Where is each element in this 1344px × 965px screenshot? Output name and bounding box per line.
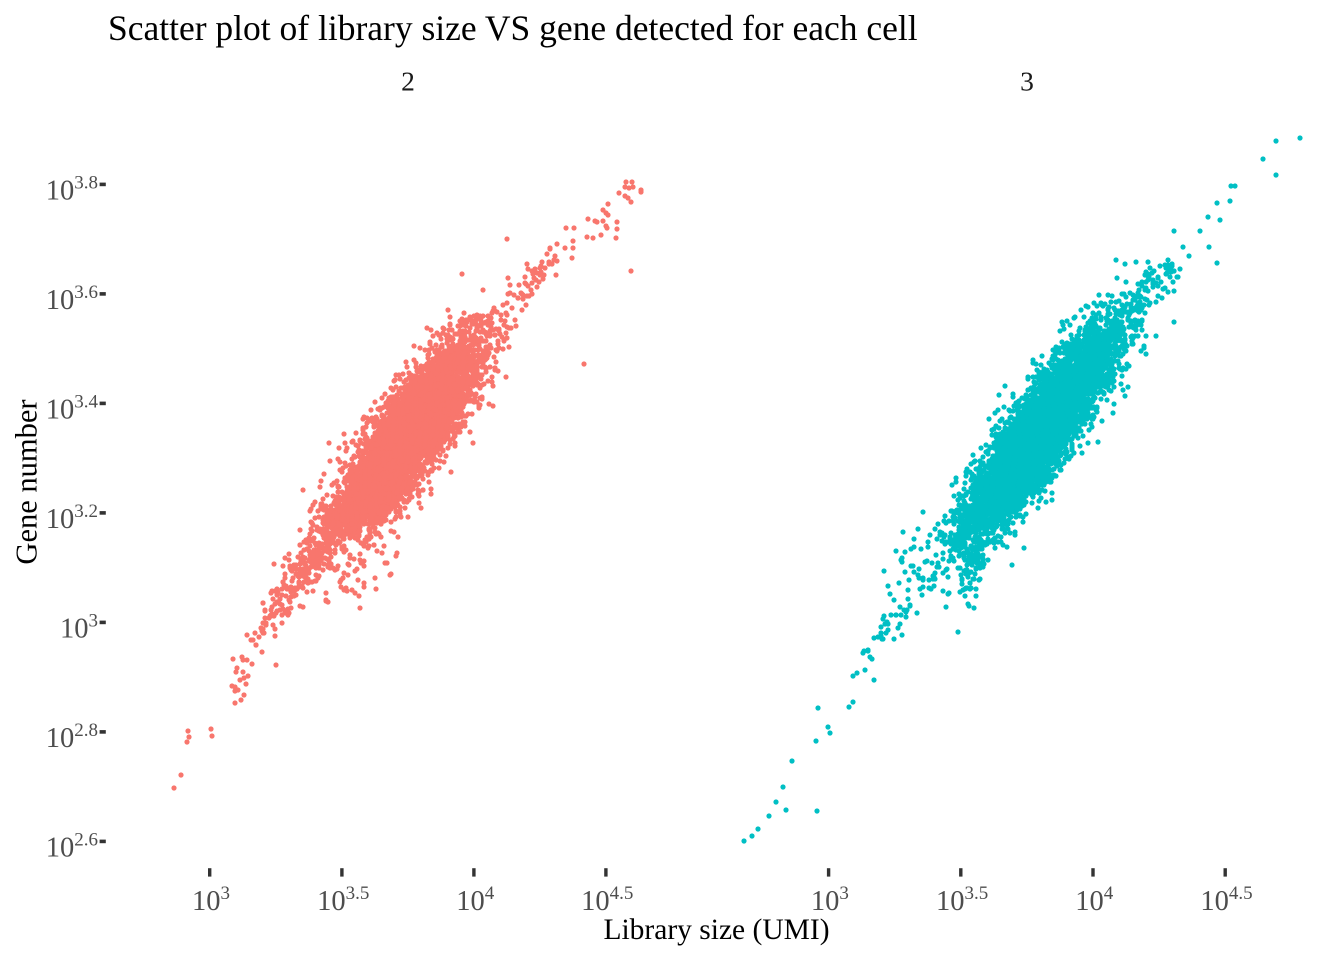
svg-text:103.6: 103.6 [46,282,98,316]
svg-text:Gene number: Gene number [10,399,44,564]
svg-text:103.8: 103.8 [46,172,98,206]
svg-text:Scatter plot of library size V: Scatter plot of library size VS gene det… [108,8,918,48]
svg-text:103: 103 [192,883,230,917]
svg-text:103.4: 103.4 [46,391,99,425]
svg-text:3: 3 [1020,66,1034,97]
svg-text:104.5: 104.5 [1200,883,1252,917]
svg-text:Library size (UMI): Library size (UMI) [603,914,829,946]
svg-text:2: 2 [401,66,415,97]
